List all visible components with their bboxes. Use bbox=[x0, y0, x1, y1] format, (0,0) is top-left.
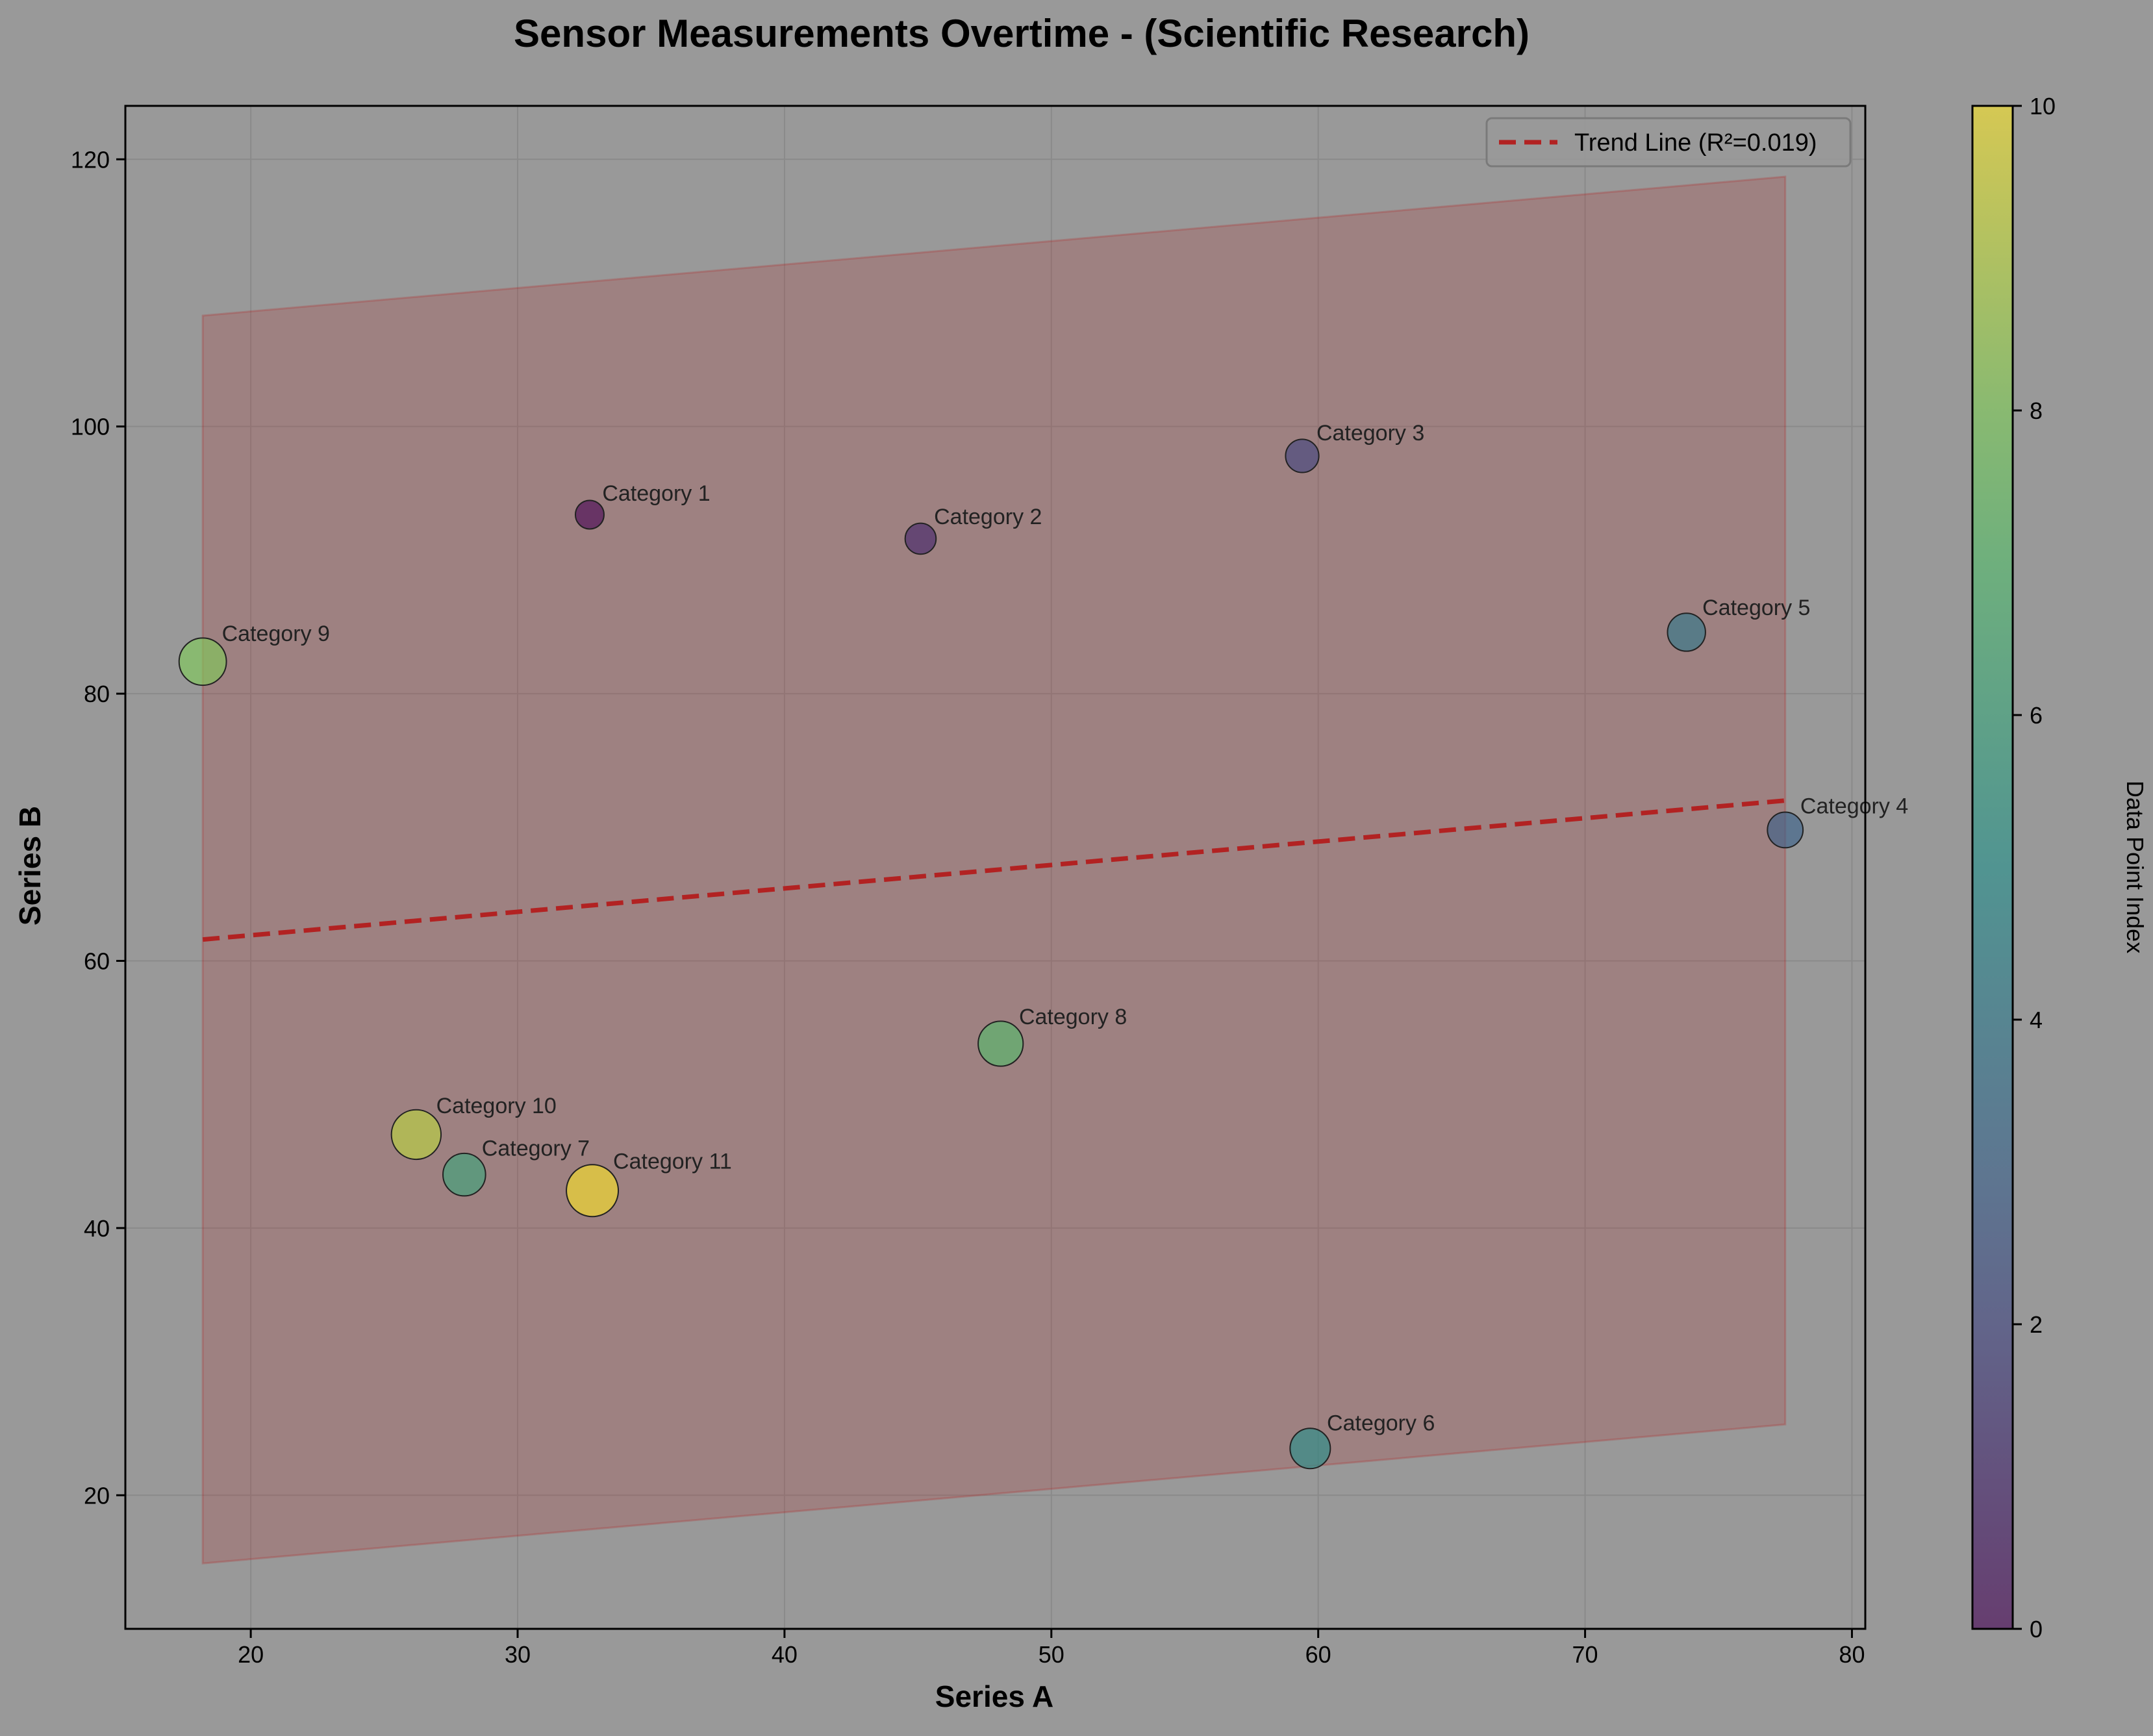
x-axis-label: Series A bbox=[935, 1679, 1053, 1713]
x-tick-label: 30 bbox=[505, 1641, 531, 1668]
legend-box bbox=[1485, 117, 1852, 168]
data-point bbox=[390, 1109, 442, 1161]
data-label: Category 2 bbox=[934, 505, 1042, 529]
colorbar-tick-label: 0 bbox=[2030, 1616, 2043, 1642]
y-tick-label: 100 bbox=[71, 414, 110, 440]
y-tick-label: 40 bbox=[84, 1215, 110, 1242]
colorbar-tick-label: 8 bbox=[2030, 397, 2043, 424]
y-axis-label: Series B bbox=[13, 806, 47, 925]
data-label: Category 7 bbox=[482, 1137, 590, 1161]
y-tick-label: 120 bbox=[71, 146, 110, 173]
data-label: Category 3 bbox=[1316, 421, 1424, 446]
y-tick-label: 80 bbox=[84, 681, 110, 707]
data-label: Category 8 bbox=[1019, 1005, 1127, 1029]
data-point bbox=[1285, 438, 1320, 473]
colorbar-tick-label: 6 bbox=[2030, 702, 2043, 729]
x-tick-label: 60 bbox=[1305, 1641, 1331, 1668]
legend: Trend Line (R²=0.019) bbox=[1485, 117, 1852, 168]
data-label: Category 6 bbox=[1327, 1411, 1435, 1436]
data-point bbox=[178, 637, 227, 686]
chart-title: Sensor Measurements Overtime - (Scientif… bbox=[514, 12, 1530, 55]
data-label: Category 4 bbox=[1800, 794, 1908, 819]
data-point bbox=[977, 1020, 1024, 1067]
data-point bbox=[574, 499, 605, 530]
x-tick-label: 40 bbox=[772, 1641, 798, 1668]
data-label: Category 11 bbox=[613, 1149, 732, 1174]
plot-background bbox=[125, 106, 1865, 1629]
plot-frame bbox=[124, 105, 1867, 1630]
plot-area: Category 1 Category 2 Category 3 Category 4… bbox=[71, 93, 2056, 1668]
colorbar-label: Data Point Index bbox=[2122, 781, 2148, 953]
data-point bbox=[1289, 1428, 1331, 1470]
colorbar-tick-label: 2 bbox=[2030, 1311, 2043, 1338]
y-tick-label: 20 bbox=[84, 1482, 110, 1509]
colorbar-tick-label: 10 bbox=[2030, 93, 2056, 120]
colorbar-tick-label: 4 bbox=[2030, 1007, 2043, 1033]
data-point bbox=[1667, 612, 1706, 652]
x-tick-label: 70 bbox=[1572, 1641, 1598, 1668]
colorbar bbox=[1971, 105, 2014, 1630]
y-tick-label: 60 bbox=[84, 948, 110, 974]
data-point bbox=[566, 1164, 620, 1218]
data-label: Category 9 bbox=[222, 622, 330, 646]
x-tick-label: 20 bbox=[238, 1641, 264, 1668]
trend-line bbox=[202, 798, 1786, 942]
data-label: Category 5 bbox=[1702, 596, 1810, 620]
data-point bbox=[1767, 811, 1804, 849]
data-point bbox=[904, 522, 937, 555]
data-label: Category 1 bbox=[602, 481, 710, 506]
legend-trend-label: Trend Line (R²=0.019) bbox=[1574, 129, 1817, 157]
data-label: Category 10 bbox=[436, 1094, 557, 1118]
x-tick-label: 80 bbox=[1839, 1641, 1865, 1668]
data-point bbox=[442, 1152, 486, 1197]
x-tick-label: 50 bbox=[1039, 1641, 1064, 1668]
